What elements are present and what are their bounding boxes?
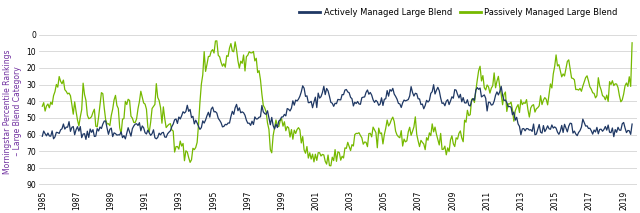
Passively Managed Large Blend <box>58 82 66 85</box>
Actively Managed Large Blend <box>605 131 613 134</box>
Passively Managed Large Blend <box>38 105 46 108</box>
Actively Managed Large Blend <box>38 135 46 138</box>
Actively Managed Large Blend <box>332 102 339 105</box>
Actively Managed Large Blend <box>82 138 90 141</box>
Legend: Actively Managed Large Blend, Passively Managed Large Blend: Actively Managed Large Blend, Passively … <box>296 5 621 20</box>
Actively Managed Large Blend <box>303 95 311 97</box>
Actively Managed Large Blend <box>527 128 534 131</box>
Actively Managed Large Blend <box>628 123 636 125</box>
Passively Managed Large Blend <box>605 80 613 83</box>
Actively Managed Large Blend <box>237 112 244 114</box>
Line: Passively Managed Large Blend: Passively Managed Large Blend <box>42 41 632 166</box>
Passively Managed Large Blend <box>237 60 244 62</box>
Passively Managed Large Blend <box>327 164 335 167</box>
Passively Managed Large Blend <box>628 42 636 44</box>
Passively Managed Large Blend <box>303 145 311 148</box>
Passively Managed Large Blend <box>213 40 221 42</box>
Y-axis label: Morningstar Percentile Rankings
 – Large Blend Category: Morningstar Percentile Rankings – Large … <box>3 50 22 174</box>
Actively Managed Large Blend <box>58 127 66 130</box>
Actively Managed Large Blend <box>430 83 438 86</box>
Line: Actively Managed Large Blend: Actively Managed Large Blend <box>42 85 632 139</box>
Passively Managed Large Blend <box>527 107 534 109</box>
Passively Managed Large Blend <box>333 160 340 163</box>
